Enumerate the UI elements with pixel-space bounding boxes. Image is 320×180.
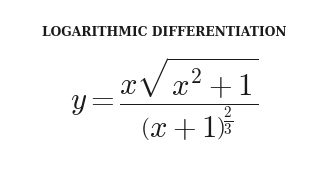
Text: LOGARITHMIC DIFFERENTIATION: LOGARITHMIC DIFFERENTIATION [42, 26, 286, 39]
Text: $y = \dfrac{x\sqrt{x^{2}+1}}{\left(x+1\right)^{\!\frac{2}{3}}}$: $y = \dfrac{x\sqrt{x^{2}+1}}{\left(x+1\r… [69, 56, 259, 143]
